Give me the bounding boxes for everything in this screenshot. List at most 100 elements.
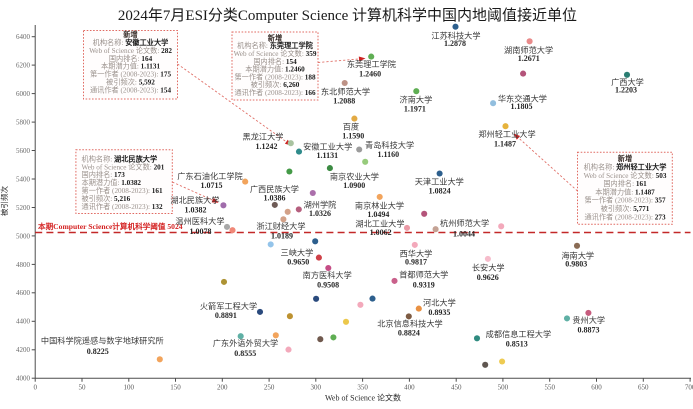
svg-text:湖北工业大学: 湖北工业大学 <box>355 219 404 229</box>
svg-text:0.8873: 0.8873 <box>578 326 600 335</box>
svg-text:本期潜力值: 1.0382: 本期潜力值: 1.0382 <box>82 178 142 187</box>
svg-text:本期潜力值: 1.1487: 本期潜力值: 1.1487 <box>595 187 655 196</box>
svg-text:1.1160: 1.1160 <box>378 150 400 159</box>
svg-text:0: 0 <box>33 384 37 392</box>
svg-text:海南大学: 海南大学 <box>561 250 594 260</box>
svg-text:安徽工业大学: 安徽工业大学 <box>303 141 352 151</box>
svg-text:1.0494: 1.0494 <box>367 210 389 219</box>
svg-text:广西大学: 广西大学 <box>611 77 644 87</box>
svg-text:被引频次: 6,260: 被引频次: 6,260 <box>251 80 300 89</box>
svg-text:0.9319: 0.9319 <box>413 281 435 290</box>
svg-text:0.9817: 0.9817 <box>405 258 427 267</box>
svg-text:1.2088: 1.2088 <box>333 96 355 105</box>
svg-text:北京信息科技大学: 北京信息科技大学 <box>377 319 443 329</box>
svg-text:南京林业大学: 南京林业大学 <box>355 201 404 211</box>
svg-text:杭州师范大学: 杭州师范大学 <box>440 218 489 228</box>
svg-text:第一作者 (2008-2023): 357: 第一作者 (2008-2023): 357 <box>584 196 665 205</box>
svg-text:1.0386: 1.0386 <box>264 194 286 203</box>
svg-text:1.2878: 1.2878 <box>444 39 466 48</box>
svg-text:湖州学院: 湖州学院 <box>304 199 337 209</box>
svg-text:黑龙江大学: 黑龙江大学 <box>243 132 284 142</box>
svg-text:被引频次: 5,216: 被引频次: 5,216 <box>82 194 131 203</box>
svg-text:南京农业大学: 南京农业大学 <box>330 172 379 182</box>
svg-text:1.0824: 1.0824 <box>429 187 451 196</box>
svg-text:湖北民族大学: 湖北民族大学 <box>170 195 219 205</box>
svg-text:长安大学: 长安大学 <box>472 263 505 273</box>
svg-text:0.8513: 0.8513 <box>506 340 528 349</box>
svg-text:250: 250 <box>264 384 275 392</box>
svg-text:0.8935: 0.8935 <box>428 308 450 317</box>
svg-text:新增: 新增 <box>618 154 632 163</box>
svg-text:通讯作者 (2008-2023): 273: 通讯作者 (2008-2023): 273 <box>584 212 665 221</box>
svg-text:0.8225: 0.8225 <box>87 347 109 356</box>
svg-text:4000: 4000 <box>16 375 31 383</box>
svg-text:4800: 4800 <box>16 261 31 269</box>
svg-text:300: 300 <box>311 384 322 392</box>
svg-text:本期Computer Science计算机科学阈值 5024: 本期Computer Science计算机科学阈值 5024 <box>38 221 183 231</box>
svg-text:本期潜力值: 1.1131: 本期潜力值: 1.1131 <box>101 62 161 71</box>
svg-text:东北师范大学: 东北师范大学 <box>321 86 370 96</box>
svg-text:Web of Science 论文数: 201: Web of Science 论文数: 201 <box>82 162 165 171</box>
svg-text:2024年7月ESI分类Computer Science: 2024年7月ESI分类Computer Science 计算机科学中国内地阈值… <box>118 6 577 24</box>
svg-text:三峡大学: 三峡大学 <box>281 247 314 257</box>
svg-text:0.9508: 0.9508 <box>317 280 339 289</box>
svg-text:5800: 5800 <box>16 119 31 127</box>
svg-text:650: 650 <box>638 384 649 392</box>
svg-text:1.0382: 1.0382 <box>185 205 207 214</box>
svg-text:500: 500 <box>498 384 509 392</box>
svg-text:1.1242: 1.1242 <box>256 142 278 151</box>
svg-text:1.0062: 1.0062 <box>370 228 392 237</box>
svg-text:温州医科大学: 温州医科大学 <box>175 216 224 226</box>
svg-text:4400: 4400 <box>16 318 31 326</box>
svg-text:华东交通大学: 华东交通大学 <box>498 93 547 103</box>
svg-text:0.8824: 0.8824 <box>398 329 420 338</box>
svg-text:贵州大学: 贵州大学 <box>572 315 605 325</box>
svg-text:首都师范大学: 首都师范大学 <box>399 270 448 280</box>
svg-text:成都信息工程大学: 成都信息工程大学 <box>486 329 552 339</box>
svg-text:新增: 新增 <box>268 33 282 42</box>
svg-text:4600: 4600 <box>16 289 31 297</box>
svg-text:国内排名: 161: 国内排名: 161 <box>603 179 647 188</box>
svg-text:河北大学: 河北大学 <box>423 298 456 308</box>
svg-text:浙江财经大学: 浙江财经大学 <box>256 221 305 231</box>
svg-text:郑州轻工业大学: 郑州轻工业大学 <box>478 129 535 139</box>
svg-text:50: 50 <box>79 384 87 392</box>
svg-text:5200: 5200 <box>16 204 31 212</box>
svg-text:400: 400 <box>404 384 415 392</box>
svg-text:国内排名: 154: 国内排名: 154 <box>253 57 297 66</box>
svg-text:1.0715: 1.0715 <box>201 181 223 190</box>
svg-text:100: 100 <box>124 384 135 392</box>
svg-text:广东石油化工学院: 广东石油化工学院 <box>177 171 243 181</box>
svg-text:济南大学: 济南大学 <box>400 95 433 105</box>
svg-text:百度: 百度 <box>343 122 359 132</box>
svg-text:国内排名: 164: 国内排名: 164 <box>109 54 153 63</box>
svg-text:第一作者 (2008-2023): 175: 第一作者 (2008-2023): 175 <box>90 70 171 79</box>
svg-text:550: 550 <box>544 384 555 392</box>
svg-text:1.2671: 1.2671 <box>518 54 540 63</box>
svg-text:机构名称: 郑州轻工业大学: 机构名称: 郑州轻工业大学 <box>584 163 667 172</box>
svg-text:东莞理工学院: 东莞理工学院 <box>347 59 396 69</box>
svg-text:广东外语外贸大学: 广东外语外贸大学 <box>213 338 279 348</box>
svg-text:被引频次: 5,592: 被引频次: 5,592 <box>106 78 155 87</box>
svg-text:6200: 6200 <box>16 62 31 70</box>
svg-text:1.0044: 1.0044 <box>453 229 475 238</box>
svg-text:通讯作者 (2008-2023): 166: 通讯作者 (2008-2023): 166 <box>234 88 315 97</box>
svg-text:150: 150 <box>170 384 181 392</box>
svg-text:Web of Science 论文数: 359: Web of Science 论文数: 359 <box>234 49 317 58</box>
svg-text:被引频次: 5,771: 被引频次: 5,771 <box>601 204 650 213</box>
svg-text:1.1805: 1.1805 <box>511 102 533 111</box>
svg-text:Web of Science 论文数: 282: Web of Science 论文数: 282 <box>89 46 172 55</box>
svg-text:1.2460: 1.2460 <box>359 69 381 78</box>
svg-text:被引频次: 被引频次 <box>0 186 9 216</box>
svg-text:火箭军工程大学: 火箭军工程大学 <box>200 301 257 311</box>
svg-text:0.8891: 0.8891 <box>215 311 237 320</box>
svg-text:西华大学: 西华大学 <box>400 248 433 258</box>
svg-text:机构名称: 东莞理工学院: 机构名称: 东莞理工学院 <box>237 41 313 50</box>
svg-text:350: 350 <box>357 384 368 392</box>
svg-text:5600: 5600 <box>16 147 31 155</box>
svg-text:1.1487: 1.1487 <box>494 139 516 148</box>
svg-text:天津工业大学: 天津工业大学 <box>415 177 464 187</box>
svg-text:1.1131: 1.1131 <box>317 151 339 160</box>
svg-text:第一作者 (2008-2023): 188: 第一作者 (2008-2023): 188 <box>234 72 315 81</box>
svg-text:国内排名: 173: 国内排名: 173 <box>82 170 126 179</box>
